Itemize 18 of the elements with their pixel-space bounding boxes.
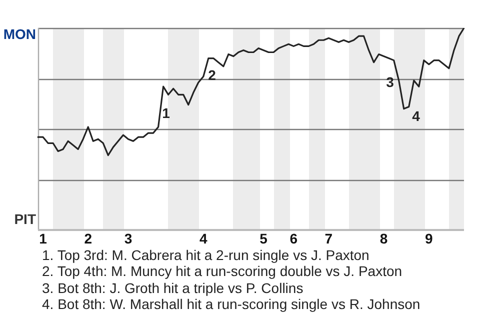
annotation: 4 [411, 108, 421, 124]
text: 1. Top 3rd: M. Cabrera hit a 2-run single vs J. Paxton [42, 247, 370, 264]
text: MON [2, 26, 36, 42]
x-tick-label: 7 [324, 230, 333, 246]
annotation: 2 [207, 67, 217, 83]
text: 2. Top 4th: M. Muncy hit a run-scoring double vs J. Paxton [42, 263, 404, 280]
x-tick-label: 4 [199, 230, 208, 246]
x-tick-label: 2 [84, 230, 92, 246]
x-tick-label: 6 [290, 230, 298, 246]
x-tick-label: 5 [260, 230, 268, 246]
text: 3. Bot 8th: J. Groth hit a triple vs P. Collins [42, 280, 304, 296]
annotation: 1 [161, 105, 171, 121]
text: 4. Bot 8th: W. Marshall hit a run-scoring single vs R. Johnson [42, 296, 420, 312]
text: PIT [13, 211, 36, 227]
x-tick-label: 9 [425, 230, 434, 246]
x-tick-label: 3 [124, 230, 132, 246]
x-tick-label: 1 [39, 230, 48, 246]
x-tick-label: 8 [380, 230, 388, 246]
